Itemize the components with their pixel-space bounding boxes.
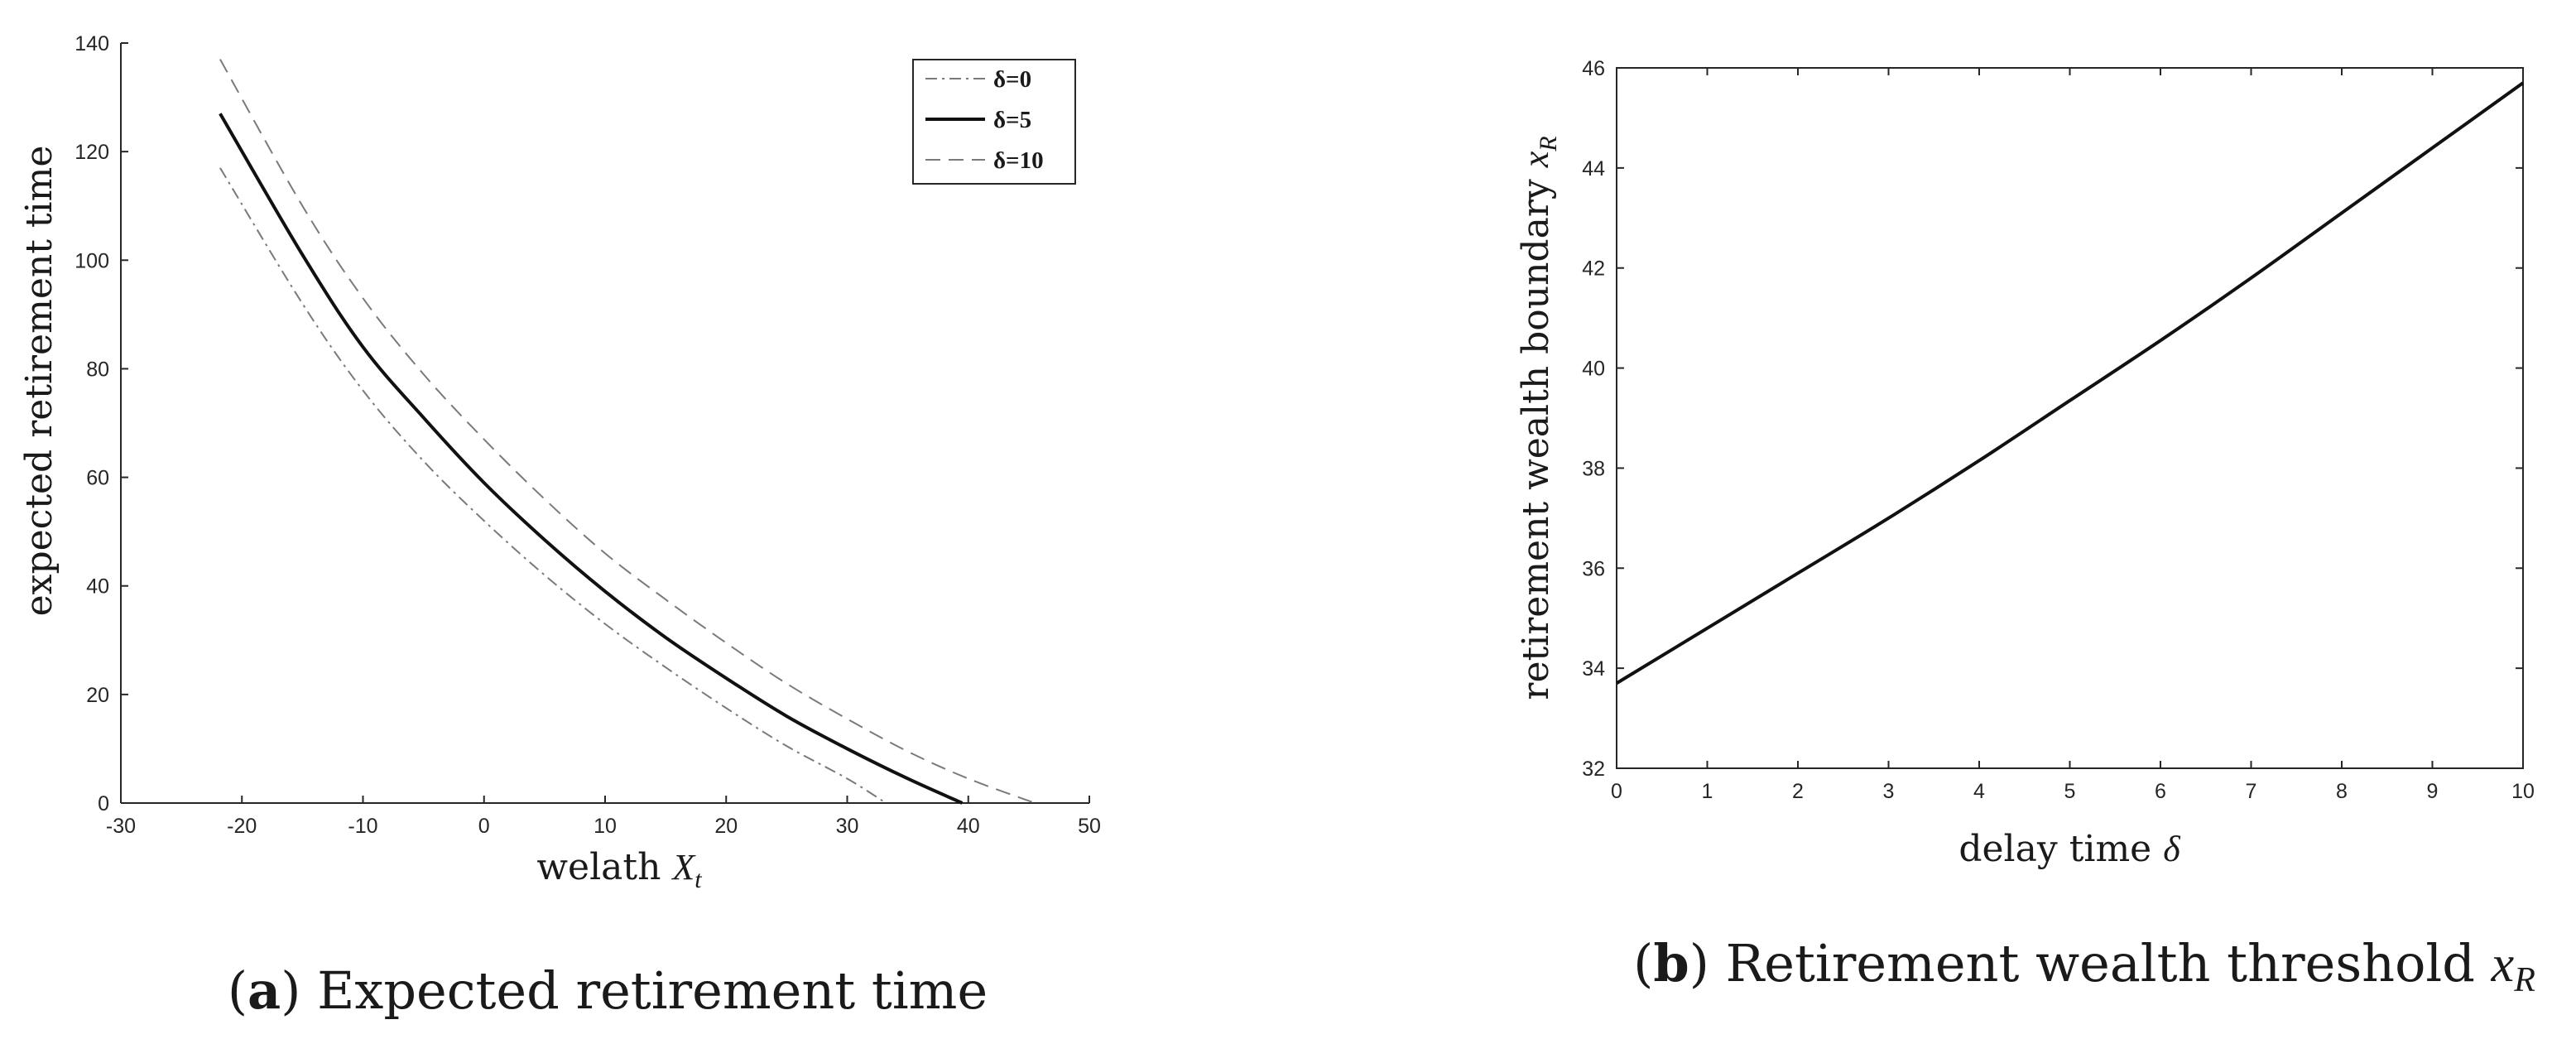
legend-label-delta5: δ=5 xyxy=(993,107,1031,133)
x-tick-label: -20 xyxy=(227,815,257,838)
x-tick-label: 9 xyxy=(2427,780,2439,803)
chart-b-y-axis-label: retirement wealth boundary xR xyxy=(1515,136,1562,700)
chart-a-caption: (a) Expected retirement time xyxy=(228,960,988,1021)
x-tick-label: 8 xyxy=(2336,780,2348,803)
chart-b-x-ticks: 0 1 2 3 4 5 6 7 8 9 10 xyxy=(1611,68,2535,803)
a-series-line-1 xyxy=(219,113,964,805)
y-tick-label: 140 xyxy=(74,32,109,55)
y-tick-label: 46 xyxy=(1582,57,1605,80)
chart-a-y-ticks: 0 20 40 60 80 100 120 140 xyxy=(74,32,128,815)
x-tick-label: 40 xyxy=(957,815,980,838)
x-tick-label: 7 xyxy=(2246,780,2257,803)
x-tick-label: 5 xyxy=(2064,780,2076,803)
chart-a-x-axis-label: welath Xt xyxy=(536,846,702,893)
x-tick-label: 3 xyxy=(1883,780,1895,803)
y-tick-label: 120 xyxy=(74,141,109,164)
legend-label-delta10: δ=10 xyxy=(993,147,1044,174)
y-tick-label: 60 xyxy=(86,467,109,490)
x-tick-label: 0 xyxy=(1611,780,1622,803)
x-tick-label: 1 xyxy=(1702,780,1713,803)
y-tick-label: 36 xyxy=(1582,557,1605,580)
y-tick-label: 44 xyxy=(1582,157,1605,180)
b-series-line-0 xyxy=(1615,81,2525,685)
x-tick-label: 50 xyxy=(1078,815,1101,838)
x-tick-label: 10 xyxy=(2511,780,2535,803)
x-tick-label: 10 xyxy=(594,815,617,838)
chart-a-x-ticks: -30 -20 -10 0 10 20 30 40 50 xyxy=(106,796,1101,838)
a-series-line-2 xyxy=(219,59,1036,804)
y-tick-label: 40 xyxy=(1582,358,1605,381)
chart-b-y-ticks: 32 34 36 38 40 42 44 46 xyxy=(1582,57,2523,781)
x-tick-label: 4 xyxy=(1973,780,1985,803)
y-tick-label: 40 xyxy=(86,575,109,599)
legend-label-delta0: δ=0 xyxy=(993,66,1031,93)
b-axes-box xyxy=(1616,67,2524,769)
x-tick-label: 30 xyxy=(836,815,859,838)
chart-a-legend-box xyxy=(912,59,1076,185)
chart-b-x-axis-label: delay time δ xyxy=(1958,828,2181,870)
y-tick-label: 34 xyxy=(1582,657,1605,681)
x-tick-label: 2 xyxy=(1792,780,1804,803)
x-tick-label: 0 xyxy=(478,815,490,838)
chart-a-legend: δ=0 δ=5 δ=10 xyxy=(912,59,1076,185)
chart-a: -30 -20 -10 0 10 20 30 40 50 020406080100120140 … xyxy=(18,32,1101,1021)
chart-a-y-axis-label: expected retirement time xyxy=(18,146,60,617)
x-tick-label: 6 xyxy=(2155,780,2166,803)
y-tick-label: 20 xyxy=(86,684,109,707)
y-tick-label: 38 xyxy=(1582,457,1605,480)
y-tick-label: 80 xyxy=(86,358,109,381)
a-series-line-0 xyxy=(219,167,887,804)
y-tick-label: 0 xyxy=(98,792,109,815)
x-tick-label: 20 xyxy=(714,815,738,838)
chart-b-caption: (b) Retirement wealth threshold xR xyxy=(1633,933,2535,999)
y-tick-label: 32 xyxy=(1582,758,1605,781)
chart-b-plot-area xyxy=(1615,67,2525,769)
x-tick-label: -10 xyxy=(348,815,377,838)
y-tick-label: 100 xyxy=(74,249,109,272)
y-tick-label: 42 xyxy=(1582,257,1605,281)
x-tick-label: -30 xyxy=(106,815,136,838)
